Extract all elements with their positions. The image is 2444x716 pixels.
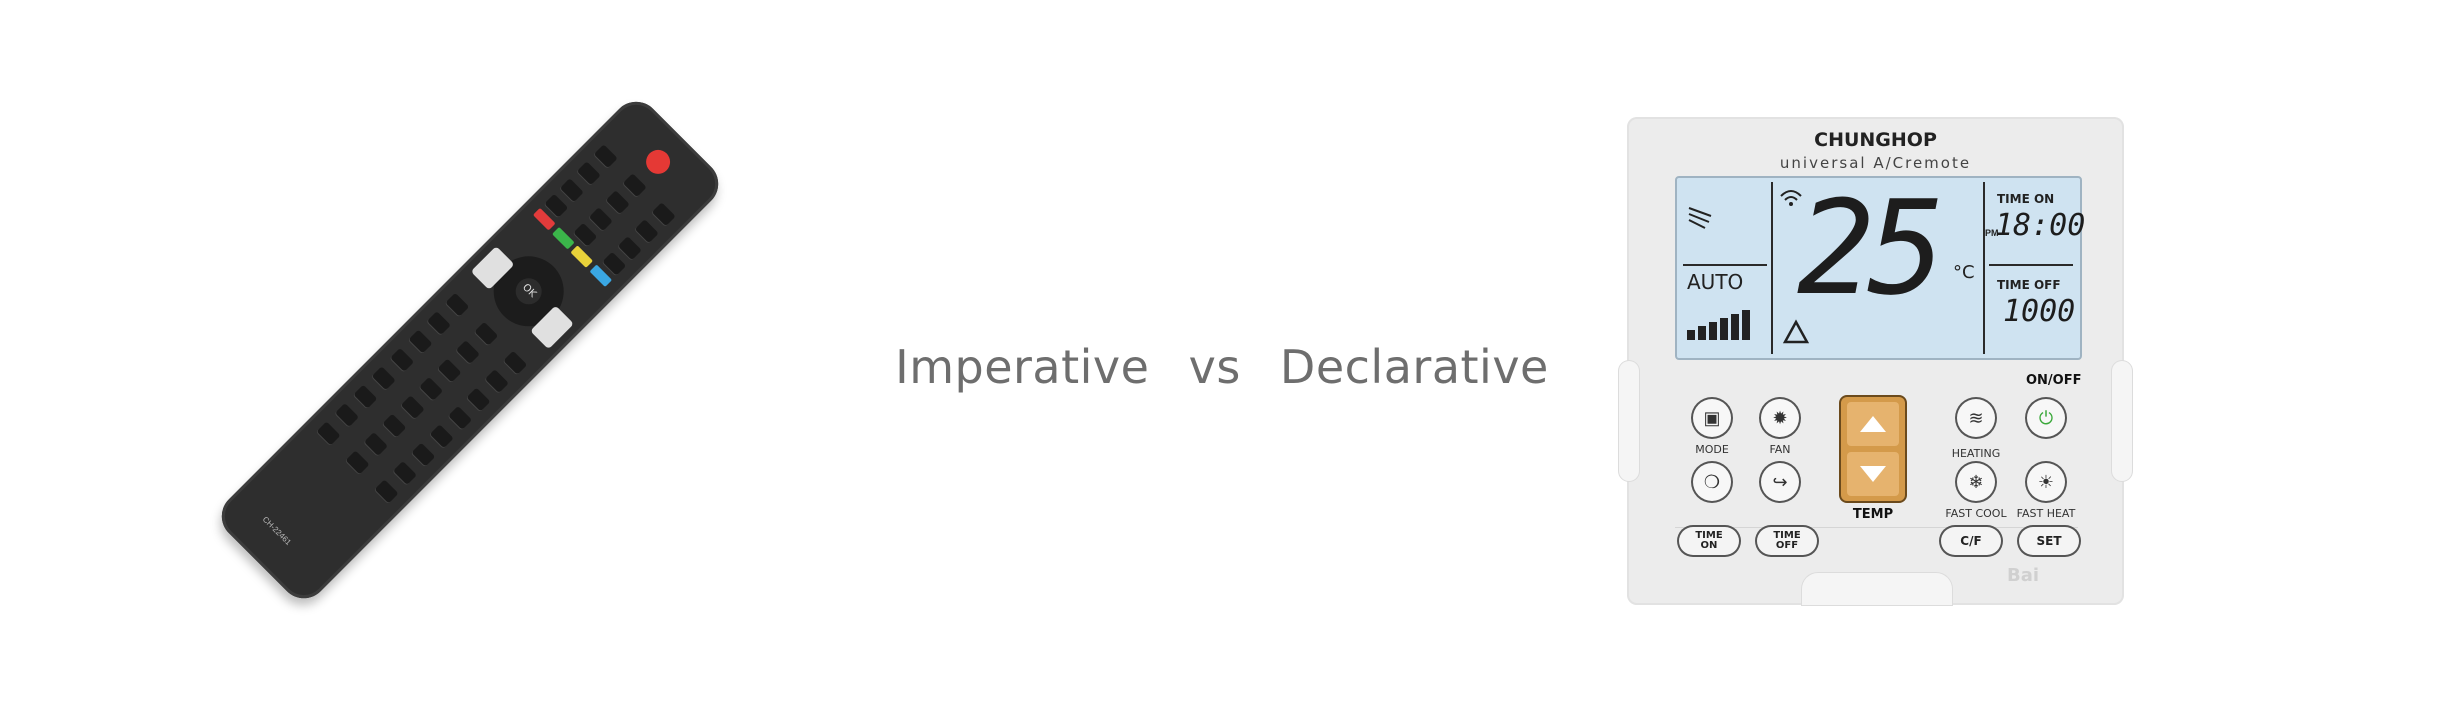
time-on-value: 18:00 — [1995, 208, 2086, 243]
tv-remote-body: OK CH-22461 — [211, 91, 729, 609]
time-off-label: TIME OFF — [1997, 278, 2061, 292]
swing-icon — [1688, 207, 1712, 229]
temp-label: TEMP — [1852, 507, 1894, 522]
sun-icon: ☀ — [2027, 463, 2065, 501]
ac-remote-image: CHUNGHOP universal A/Cremote AUTO 25 °C … — [1619, 117, 2132, 605]
headline-declarative: Declarative — [1279, 340, 1549, 394]
brand-subtitle: universal A/Cremote — [1779, 154, 1972, 172]
heating-label: HEATING — [1951, 447, 2001, 460]
mode-display: AUTO — [1687, 270, 1744, 294]
mode-label: MODE — [1695, 443, 1729, 456]
recycle-icon — [1782, 319, 1810, 344]
arrow-down-icon — [1847, 452, 1899, 496]
heating-icon: ≋ — [1957, 399, 1995, 437]
ok-button-label: OK — [510, 272, 548, 310]
brand-name: CHUNGHOP — [1814, 129, 1937, 151]
bottom-tab — [1802, 573, 1952, 605]
fan-icon: ✹ — [1761, 399, 1799, 437]
bottom-strip — [1675, 527, 2078, 562]
onoff-label: ON/OFF — [2026, 373, 2082, 388]
arrow-up-icon — [1847, 402, 1899, 446]
lcd-display: AUTO 25 °C TIME ON PM 18:00 TIME OFF 100… — [1675, 172, 2086, 360]
fan-speed-icon — [1687, 310, 1750, 340]
tv-remote-image: OK CH-22461 — [180, 80, 740, 640]
snowflake-icon: ❄ — [1957, 463, 1995, 501]
time-off-value: 1000 — [2003, 294, 2076, 329]
cf-button: C/F — [1941, 527, 2001, 555]
signal-icon — [1780, 190, 1802, 206]
time-on-button: TIME ON — [1679, 527, 1739, 555]
temperature-unit: °C — [1953, 262, 1975, 283]
model-label: CH-22461 — [260, 514, 293, 547]
swing-button-icon: ❍ — [1693, 463, 1731, 501]
side-tab — [1619, 361, 1639, 481]
time-on-label: TIME ON — [1997, 192, 2055, 206]
fan-label: FAN — [1769, 443, 1791, 456]
headline: Imperative vs Declarative — [0, 340, 2444, 394]
headline-vs: vs — [1188, 340, 1241, 394]
direction-icon: ↪ — [1761, 463, 1799, 501]
fast-heat-label: FAST HEAT — [2016, 507, 2076, 520]
power-icon — [641, 144, 676, 179]
power-icon: ⏻ — [2027, 399, 2065, 437]
fast-cool-label: FAST COOL — [1945, 507, 2007, 520]
time-off-button: TIME OFF — [1757, 527, 1817, 555]
watermark: Bai — [2007, 565, 2040, 586]
headline-imperative: Imperative — [895, 340, 1150, 394]
set-button: SET — [2019, 527, 2079, 555]
pm-indicator: PM — [1985, 228, 1999, 238]
mode-icon: ▣ — [1693, 399, 1731, 437]
temperature-display: 25 — [1797, 172, 1946, 324]
temp-rocker — [1841, 397, 1905, 501]
side-tab — [2112, 361, 2132, 481]
